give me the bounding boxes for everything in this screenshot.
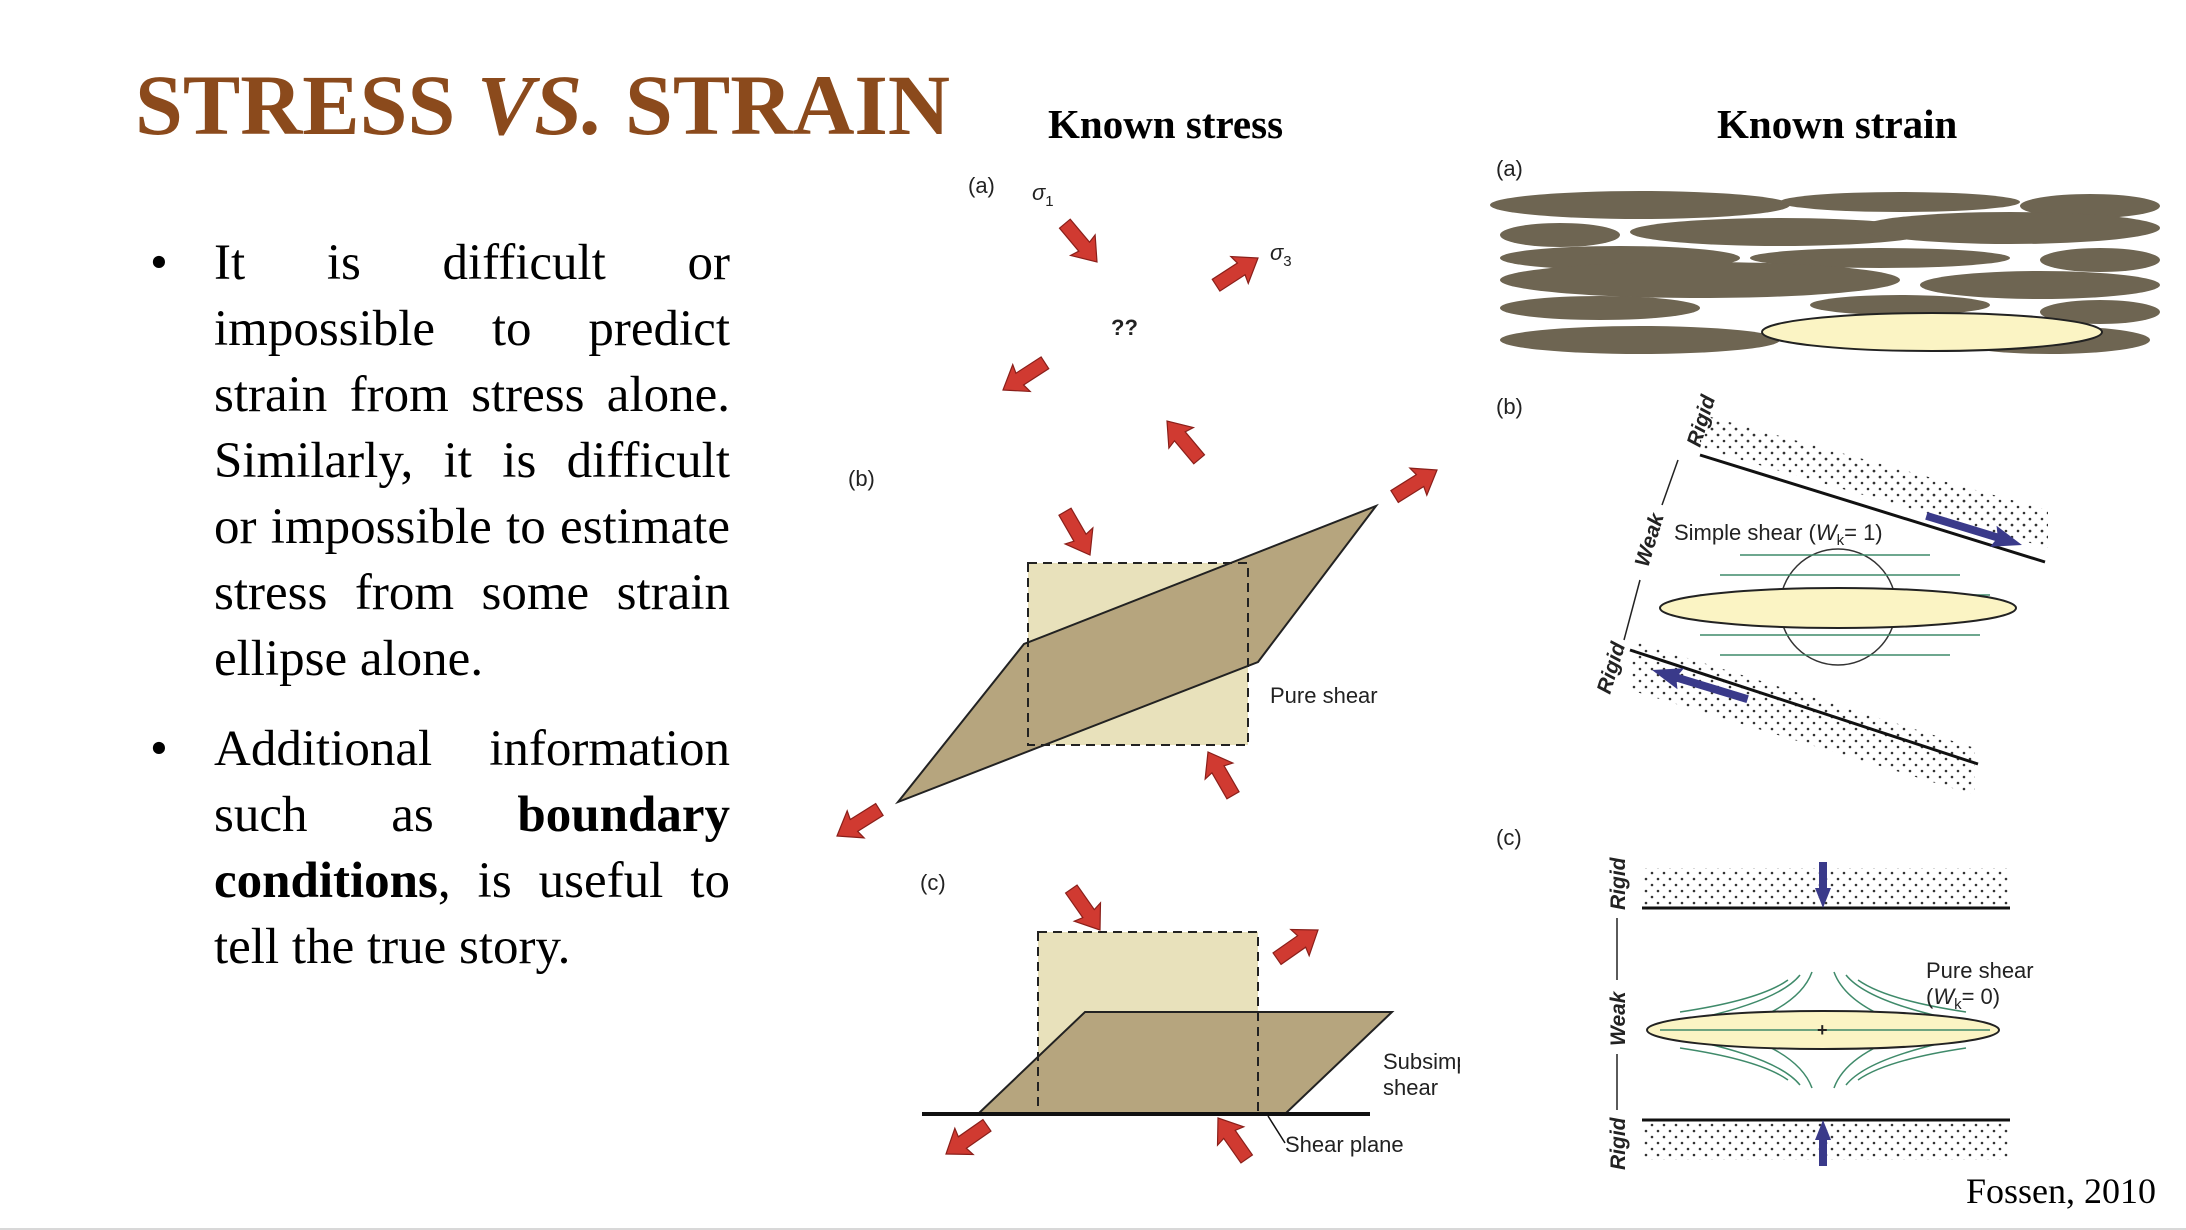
pure-shear-caption: Pure shear	[1270, 683, 1378, 708]
sigma1-arrow-in	[1052, 212, 1110, 273]
rigid-bottom-label-c: Rigid	[1607, 1116, 1630, 1170]
subsimple-caption-2: shear	[1383, 1075, 1438, 1100]
slide-title: STRESS VS. STRAIN	[135, 55, 950, 155]
pure-shear-deformed	[894, 503, 1379, 805]
sigma3-label: σ3	[1270, 240, 1292, 270]
boundary-top	[1699, 453, 2046, 564]
subsimple-arrow-right	[1267, 916, 1328, 973]
subsimple-caption-1: Subsimpl	[1383, 1049, 1460, 1074]
center-mark-c: +	[1817, 1020, 1828, 1040]
title-part-strain: STRAIN	[603, 57, 951, 153]
weak-label-c: Weak	[1607, 990, 1630, 1046]
title-part-vs: VS.	[476, 57, 604, 153]
title-part-stress: STRESS	[135, 57, 477, 153]
bullet-item-2: Additional information such as boundary …	[150, 716, 730, 980]
shear-plane-caption: Shear plane	[1285, 1132, 1404, 1157]
pure-shear-arrow-left	[827, 795, 889, 851]
slide-bottom-border	[0, 1228, 2186, 1230]
rigid-bottom-label-b: Rigid	[1593, 638, 1631, 696]
credit-citation: Fossen, 2010	[1965, 1171, 2156, 1211]
strain-panel-c-label: (c)	[1496, 825, 1522, 850]
strain-panel-b-label: (b)	[1496, 394, 1523, 419]
subsimple-arrow-left	[936, 1111, 997, 1168]
weak-label-b: Weak	[1631, 509, 1669, 569]
pure-shear-caption-2: (Wk= 0)	[1926, 984, 2000, 1013]
known-stress-heading: Known stress	[1048, 101, 1284, 147]
stress-panel-b-label: (b)	[848, 466, 875, 491]
pure-shear-arrow-top	[1050, 503, 1105, 564]
strain-ellipse-b	[1659, 587, 2017, 629]
known-strain-figure: (a) (b)	[1490, 156, 2160, 1170]
pure-shear-caption-1: Pure shear	[1926, 958, 2034, 983]
stress-panel-c-label: (c)	[920, 870, 946, 895]
compress-arrow-top	[1815, 862, 1831, 908]
known-strain-heading: Known strain	[1717, 101, 1958, 147]
compress-arrow-bottom	[1815, 1120, 1831, 1166]
strain-panel-a-label: (a)	[1496, 156, 1523, 181]
subsimple-arrow-top	[1057, 879, 1114, 940]
sigma3-arrow-out	[1206, 243, 1268, 300]
bullet-item-1: It is difficult or impossible to predict…	[150, 230, 730, 692]
rigid-top-label-c: Rigid	[1607, 856, 1630, 910]
pure-shear-arrow-right	[1385, 455, 1447, 511]
strain-ellipse-a	[1761, 312, 2103, 352]
bullet-2-bold: boundary conditions	[214, 787, 730, 909]
boundary-bottom	[1629, 648, 1979, 766]
subsimple-arrow-bottom	[1204, 1108, 1261, 1169]
sigma1-arrow-in-2	[1154, 410, 1212, 471]
known-stress-figure: (a) σ1 σ3 ?? (b) Pure shear (c)	[827, 173, 1460, 1169]
sigma1-label: σ1	[1032, 180, 1054, 210]
bullet-2-pre: Additional information such as	[214, 721, 730, 843]
bullet-list: It is difficult or impossible to predict…	[150, 230, 730, 1004]
shear-plane-leader	[1267, 1115, 1286, 1144]
stress-panel-a-label: (a)	[968, 173, 995, 198]
sigma3-arrow-out-2	[993, 348, 1055, 405]
pure-shear-original-outline	[1027, 562, 1249, 746]
unknown-marker: ??	[1111, 315, 1138, 340]
pure-shear-arrow-bottom	[1193, 743, 1248, 804]
deformed-rock-lenses	[1490, 190, 2160, 362]
rigid-block-bottom	[1630, 640, 1975, 795]
simple-shear-caption: Simple shear (Wk= 1)	[1674, 520, 1883, 549]
bullet-2-post: , is useful to tell the true story.	[214, 853, 730, 975]
bullet-1-text: It is difficult or impossible to predict…	[214, 235, 730, 687]
